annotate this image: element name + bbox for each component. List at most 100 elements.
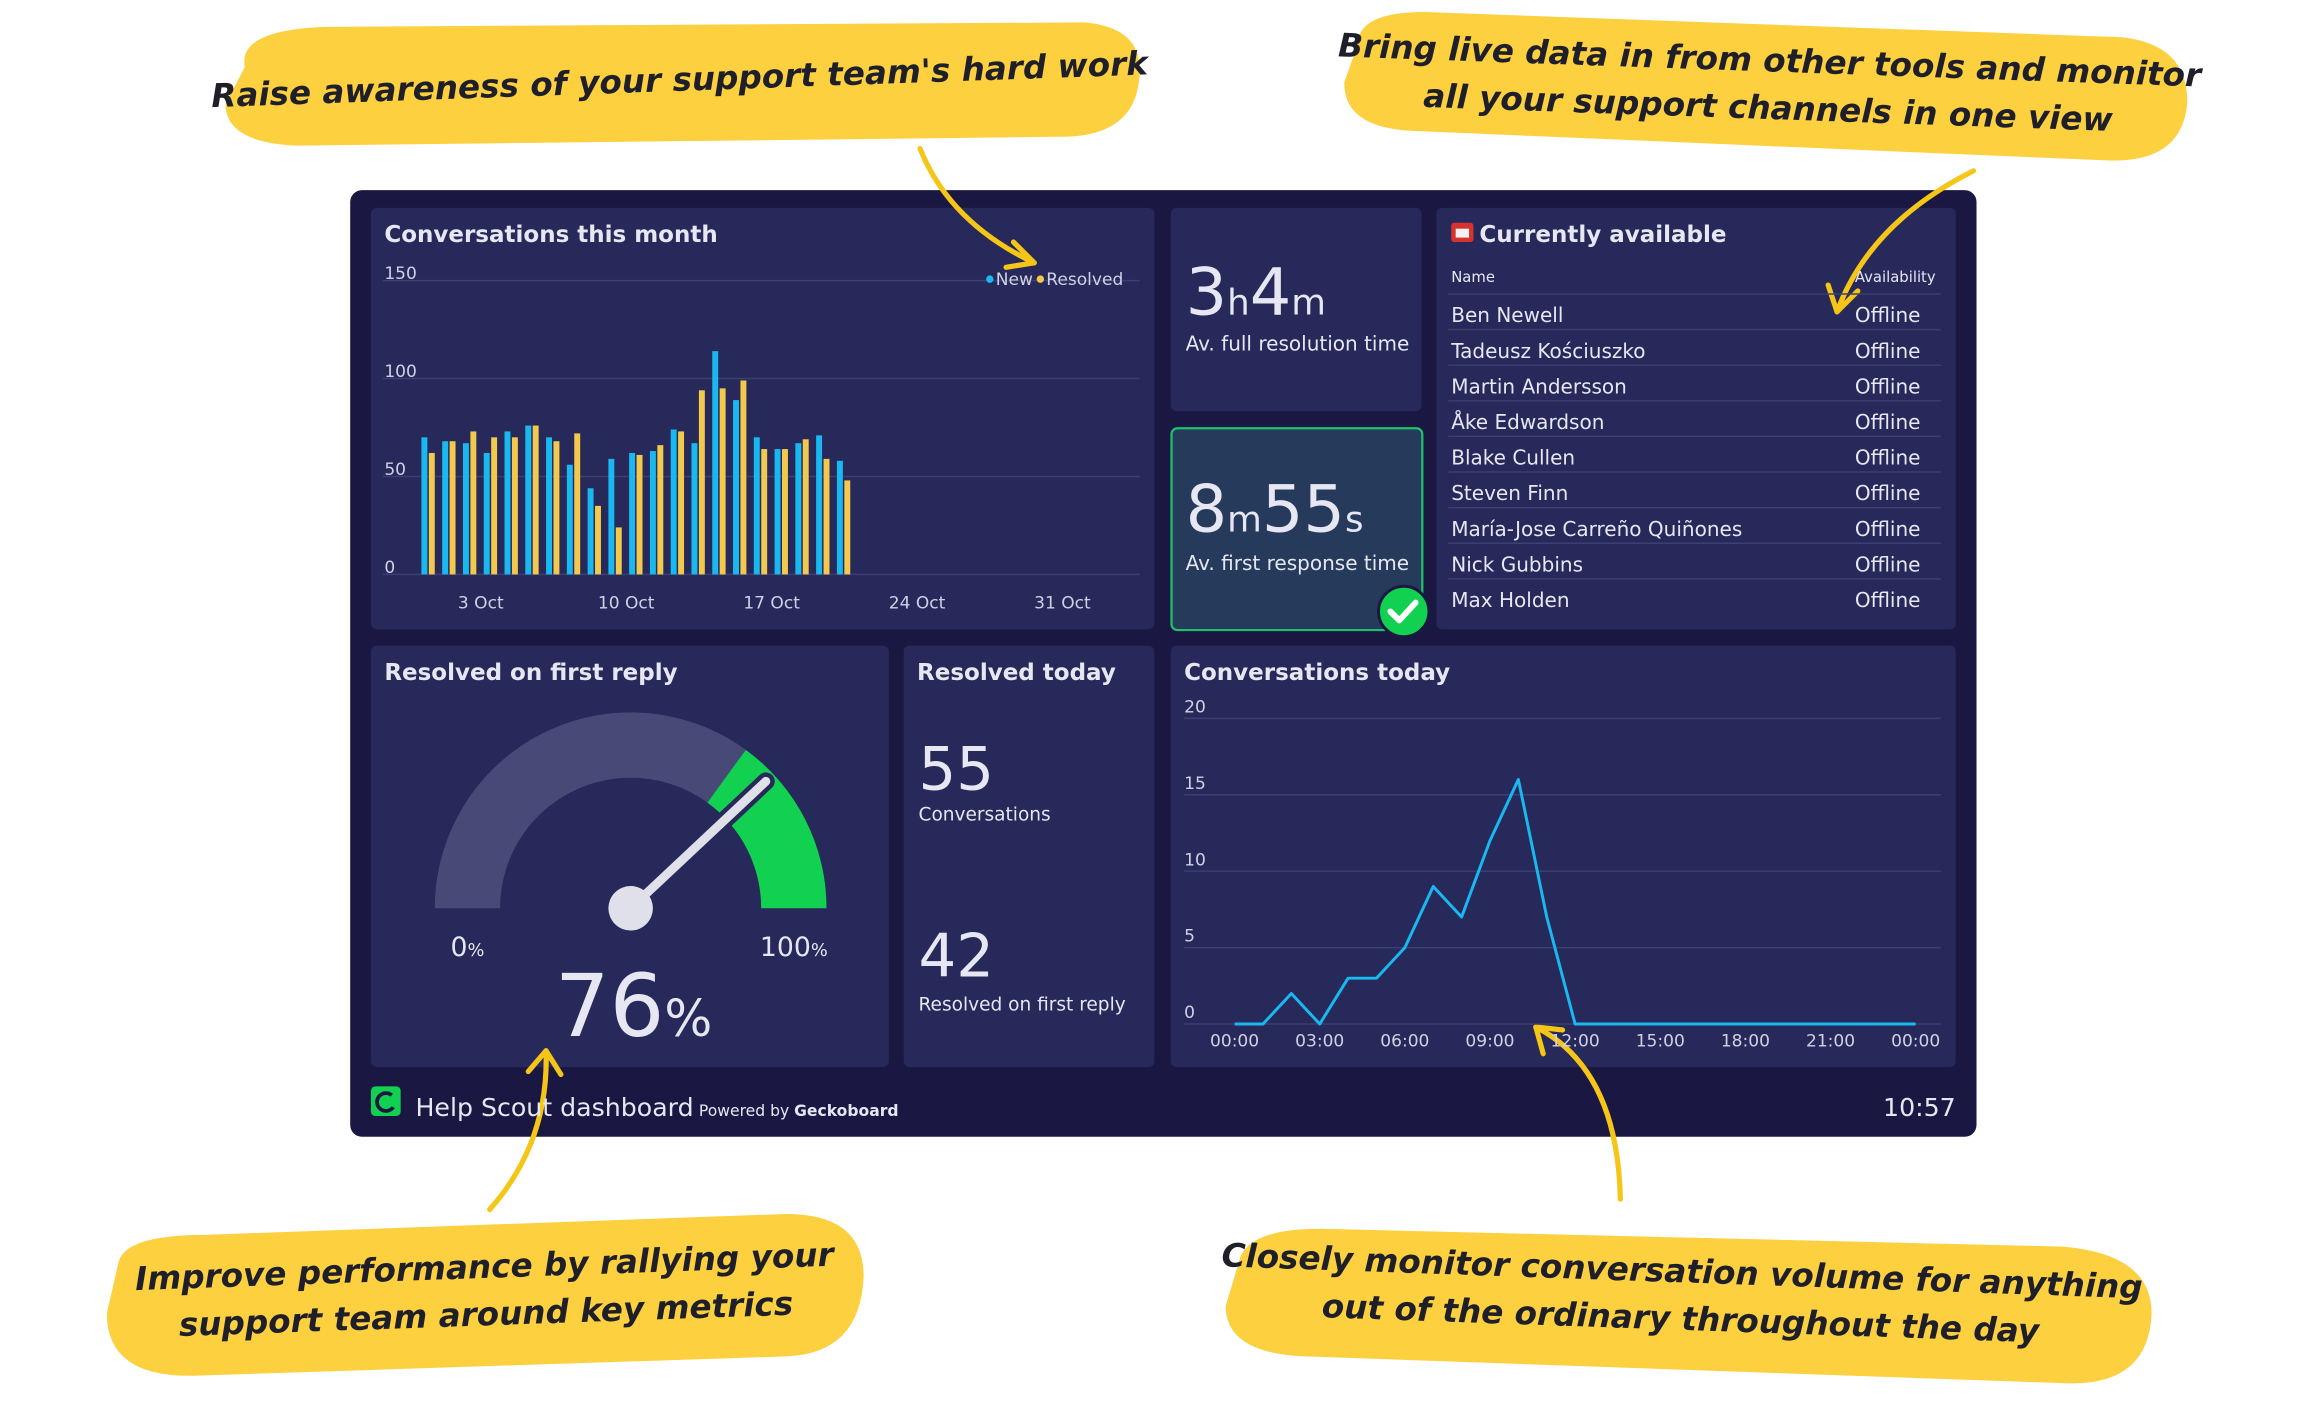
bar: [483, 452, 490, 575]
bar: [782, 449, 788, 575]
cell: Offline: [1855, 303, 1921, 327]
y-tick-label: 10: [1184, 850, 1206, 870]
bar: [608, 458, 615, 575]
bar: [470, 431, 477, 575]
bar: [629, 452, 636, 575]
gauge-max-label: 100: [760, 932, 811, 963]
bar: [649, 451, 656, 575]
x-tick-label: 17 Oct: [743, 594, 800, 614]
bar: [719, 388, 726, 575]
gauge-min-label: 0%: [450, 932, 484, 963]
stat-label: Conversations: [919, 805, 1051, 826]
check-icon: [1377, 584, 1431, 639]
bar: [657, 445, 664, 575]
gauge-value: 76: [555, 957, 665, 1057]
arrow: [917, 145, 1037, 266]
metric-unit: m: [1291, 283, 1326, 324]
arrow-head: [1533, 1024, 1566, 1057]
unit: %: [664, 989, 712, 1048]
y-tick-label: 5: [1184, 927, 1195, 947]
metric-unit: m: [1227, 499, 1262, 540]
y-tick-label: 0: [384, 558, 395, 578]
x-tick-label: 3 Oct: [458, 594, 504, 614]
callout-bubble: [1344, 12, 2188, 161]
bar: [511, 437, 518, 575]
bar: [636, 454, 643, 575]
powered-by: Powered by Geckoboard: [699, 1102, 899, 1120]
arrows: [487, 145, 1977, 1213]
cell: Offline: [1855, 339, 1921, 363]
x-tick-label: 00:00: [1210, 1031, 1259, 1051]
bar: [546, 437, 552, 575]
bar: [574, 433, 581, 575]
x-tick-label: 31 Oct: [1034, 594, 1091, 614]
cell: Ben Newell: [1451, 303, 1563, 327]
metric-number: 8: [1186, 471, 1228, 547]
legend-marker: [1036, 275, 1045, 283]
panel: [903, 645, 1155, 1068]
metric-number: 55: [1262, 471, 1345, 547]
legend-marker: [986, 275, 994, 283]
bar: [566, 464, 573, 575]
powered-by: Powered by: [699, 1102, 789, 1120]
gauge-target-zone: [707, 749, 827, 909]
bar: [421, 437, 428, 575]
x-tick-label: 12:00: [1551, 1031, 1600, 1051]
bar: [816, 435, 823, 575]
x-tick-label: 10 Oct: [598, 594, 655, 614]
cell: Offline: [1855, 374, 1921, 398]
metric-value: 8m55s: [1186, 471, 1364, 547]
column-header: Availability: [1855, 269, 1936, 286]
callout-bubble: [225, 22, 1140, 146]
bar: [595, 505, 601, 575]
y-tick-label: 100: [384, 362, 417, 382]
bar: [525, 425, 532, 575]
cell: Max Holden: [1451, 588, 1569, 612]
bar: [615, 527, 622, 575]
panel-title: Conversations this month: [384, 222, 717, 248]
cell: Offline: [1855, 481, 1921, 505]
x-tick-label: 03:00: [1295, 1031, 1344, 1051]
bar: [678, 431, 685, 575]
gauge-min-label: 0: [450, 932, 467, 963]
bar: [587, 488, 594, 575]
y-tick-label: 150: [384, 264, 417, 284]
cell: Offline: [1855, 446, 1921, 470]
arrow-head: [525, 1048, 564, 1078]
cell: Steven Finn: [1451, 481, 1568, 505]
cell: Offline: [1855, 552, 1921, 576]
clock: 10:57: [1883, 1093, 1956, 1122]
x-tick-label: 24 Oct: [889, 594, 946, 614]
stat-value: 42: [919, 922, 995, 991]
cell: Offline: [1855, 410, 1921, 434]
bar: [691, 443, 698, 575]
cell: María-Jose Carreño Quiñones: [1451, 517, 1742, 541]
panel-highlight: [1170, 427, 1424, 632]
panel-title: Currently available: [1479, 222, 1726, 248]
column-header: Name: [1451, 269, 1495, 286]
y-tick-label: 50: [384, 460, 406, 480]
line: [1234, 778, 1916, 1026]
y-tick-label: 15: [1184, 774, 1206, 794]
bar: [449, 441, 456, 575]
callout-bubble: [1225, 1228, 2152, 1384]
metric-value: 3h4m: [1186, 255, 1326, 331]
panel: [1170, 207, 1422, 412]
gauge-needle: [626, 776, 771, 913]
panel: [1436, 207, 1956, 630]
y-tick-label: 0: [1184, 1003, 1195, 1023]
x-tick-label: 06:00: [1380, 1031, 1429, 1051]
panel-title: Resolved today: [917, 660, 1116, 686]
bar: [553, 441, 560, 575]
bar: [795, 443, 802, 575]
brand: Geckoboard: [794, 1102, 898, 1120]
metric-label: Av. first response time: [1186, 551, 1410, 575]
metric-label: Av. full resolution time: [1186, 331, 1410, 355]
bar: [844, 480, 851, 575]
arrow: [487, 1048, 549, 1213]
callout-bubble: [106, 1213, 864, 1376]
bar: [836, 460, 843, 575]
cell: Offline: [1855, 517, 1921, 541]
cell: Åke Edwardson: [1451, 410, 1604, 434]
